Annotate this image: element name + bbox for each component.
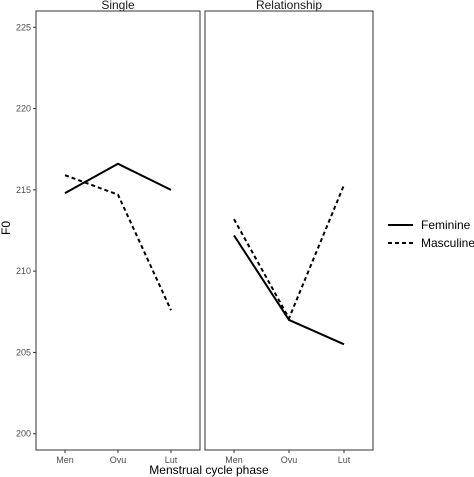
legend: Feminine Masculine [388, 218, 474, 250]
legend-label: Masculine [421, 236, 474, 250]
panel-border [204, 10, 374, 451]
facet-panel-1: Relationship Men Ovu Lut [204, 0, 374, 465]
series-line-masculine [233, 184, 345, 321]
x-tick-label: Men [56, 455, 74, 465]
x-tick-label: Men [225, 455, 243, 465]
x-axis-title: Menstrual cycle phase [149, 463, 269, 477]
legend-label: Feminine [421, 218, 471, 232]
y-tick-label: 200 [16, 429, 31, 439]
x-tick-label: Lut [165, 455, 178, 465]
y-tick-label: 205 [16, 347, 31, 357]
y-axis-title: F0 [0, 221, 13, 235]
facet-strip-label: Single [101, 0, 135, 12]
y-tick-label: 215 [16, 185, 31, 195]
x-tick-label: Ovu [110, 455, 127, 465]
y-tick-label: 220 [16, 104, 31, 114]
y-tick-label: 225 [16, 22, 31, 32]
series-line-feminine [64, 162, 172, 194]
series-line-masculine [64, 174, 172, 311]
y-tick-label: 210 [16, 266, 31, 276]
panel-border [35, 10, 201, 451]
x-tick-label: Ovu [281, 455, 298, 465]
facet-panel-0: Single Men Ovu Lut [35, 0, 201, 465]
x-tick-label: Lut [338, 455, 351, 465]
facet-strip-label: Relationship [256, 0, 322, 12]
